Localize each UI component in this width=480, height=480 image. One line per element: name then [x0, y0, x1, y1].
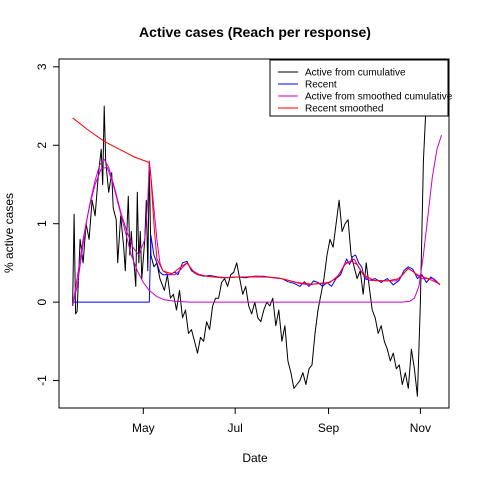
series-layer — [72, 66, 442, 397]
y-tick-label: 0 — [35, 298, 49, 305]
legend-box — [269, 59, 449, 117]
x-tick-label: May — [132, 421, 155, 435]
y-axis: -1 0 1 2 3 — [35, 63, 60, 386]
series-line-0 — [72, 66, 442, 397]
series-line-1 — [72, 235, 441, 303]
x-tick-label: Sep — [318, 421, 340, 435]
legend-label: Active from smoothed cumulative — [305, 92, 453, 103]
series-line-3 — [72, 134, 442, 307]
y-tick-label: 1 — [35, 220, 49, 227]
y-axis-label: % active cases — [2, 193, 16, 273]
legend-label: Active from cumulative — [305, 68, 406, 79]
series-line-4 — [72, 117, 441, 285]
chart-title: Active cases (Reach per response) — [139, 24, 371, 40]
x-axis-label: Date — [242, 451, 268, 465]
y-tick-label: -1 — [35, 375, 49, 386]
x-tick-label: Jul — [228, 421, 243, 435]
legend-label: Recent smoothed — [305, 104, 383, 115]
y-tick-label: 2 — [35, 142, 49, 149]
y-tick-label: 3 — [35, 63, 49, 70]
series-line-2 — [72, 158, 441, 307]
legend-label: Recent — [305, 80, 337, 91]
x-tick-label: Nov — [410, 421, 431, 435]
x-axis: May Jul Sep Nov — [132, 407, 431, 435]
